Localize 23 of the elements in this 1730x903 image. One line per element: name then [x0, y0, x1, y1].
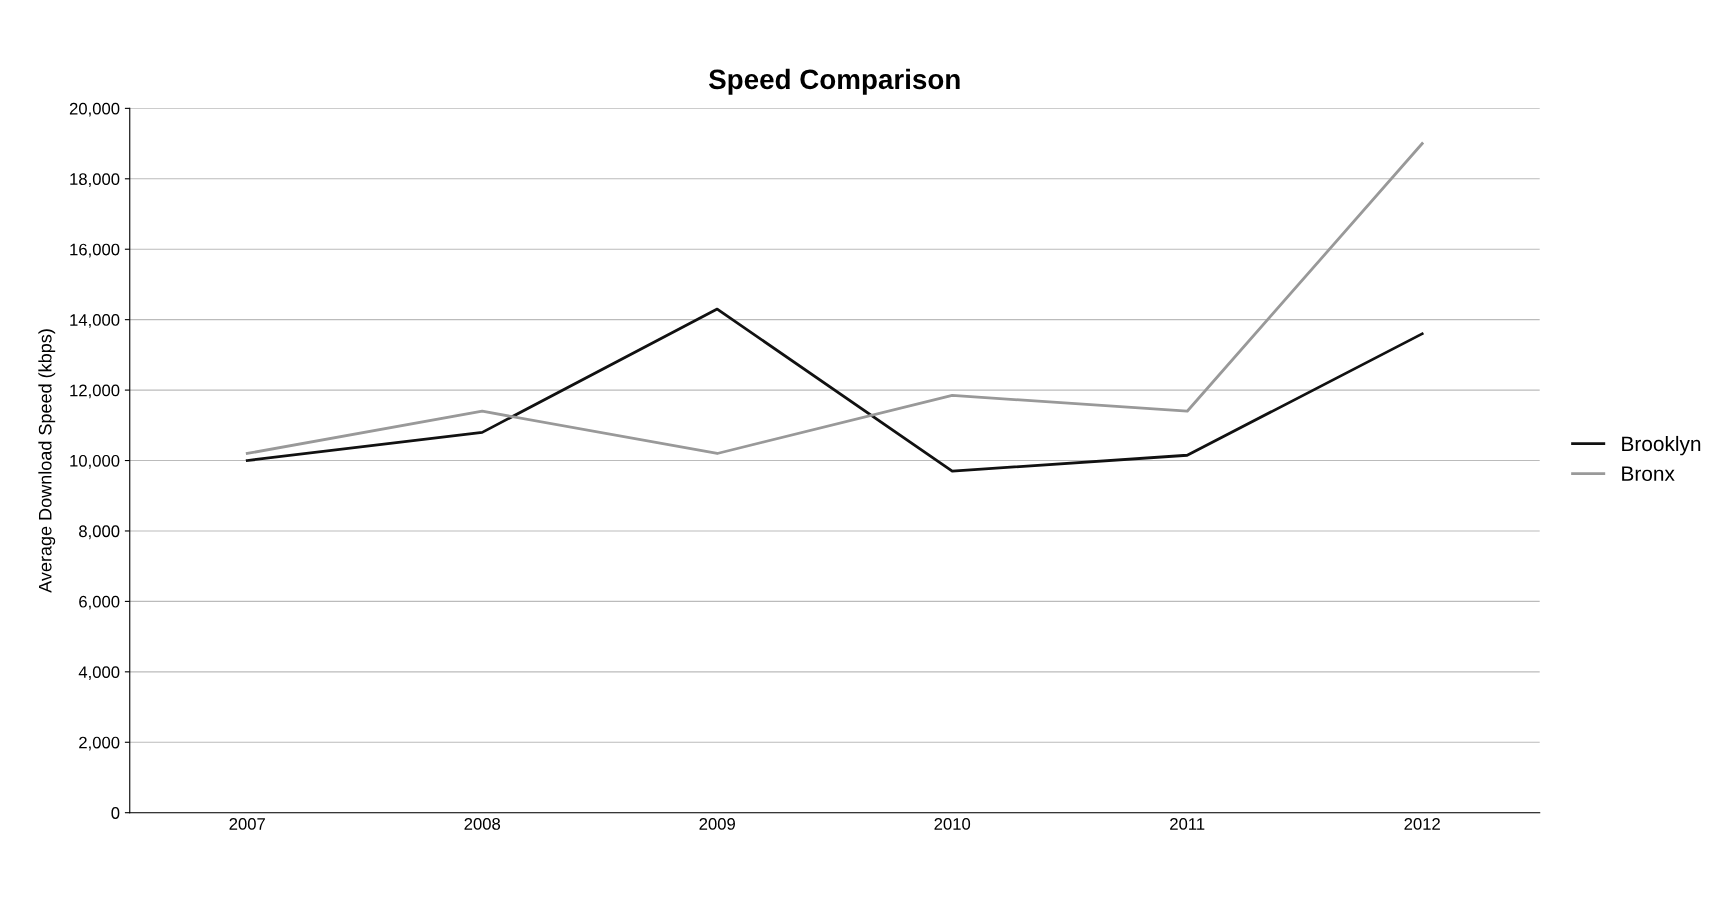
line-series — [245, 142, 1424, 455]
x-tick-label: 2010 — [934, 818, 971, 830]
x-tick-label: 2008 — [464, 818, 501, 830]
chart-title: Speed Comparison — [708, 68, 960, 95]
x-tick-label: 2012 — [1404, 818, 1440, 830]
x-tick-label: 2009 — [699, 818, 735, 830]
y-tick-label: 6,000 — [79, 595, 120, 610]
y-tick-label: 10,000 — [70, 454, 120, 469]
legend-label: Bronx — [1622, 466, 1675, 482]
y-tick-label: 14,000 — [70, 314, 120, 328]
x-tick-label: 2007 — [229, 818, 265, 830]
x-tick-label: 2011 — [1170, 818, 1205, 830]
line-series — [245, 307, 1424, 473]
y-tick-label: 4,000 — [78, 666, 120, 680]
y-axis-title: Average Download Speed (kbps) — [38, 329, 56, 593]
y-tick-label: 8,000 — [79, 525, 120, 540]
y-tick-label: 12,000 — [70, 384, 120, 399]
legend-label: Brooklyn — [1622, 435, 1701, 456]
y-tick-label: 20,000 — [69, 102, 120, 117]
y-tick-label: 2,000 — [79, 736, 120, 751]
y-tick-label: 16,000 — [70, 243, 120, 258]
y-tick-label: 18,000 — [70, 173, 120, 187]
y-tick-label: 0 — [111, 807, 120, 819]
